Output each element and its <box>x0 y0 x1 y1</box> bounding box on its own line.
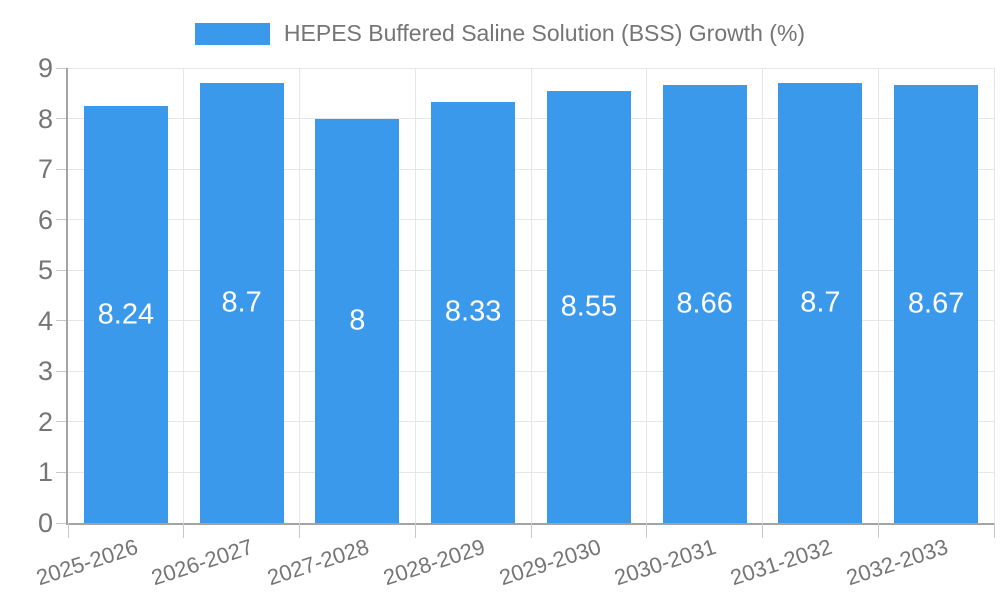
x-axis-label: 2028-2029 <box>380 534 488 591</box>
bar-2030-2031[interactable]: 8.66 <box>662 85 747 523</box>
y-axis-tick-label: 2 <box>37 406 53 437</box>
bar-2028-2029[interactable]: 8.33 <box>431 101 516 523</box>
x-gridline <box>183 68 185 523</box>
x-axis-tick <box>993 523 995 538</box>
bar-2029-2030[interactable]: 8.55 <box>546 90 631 523</box>
x-axis-label: 2031-2032 <box>727 534 836 591</box>
bar-2025-2026[interactable]: 8.24 <box>83 106 168 523</box>
x-axis-label: 2030-2031 <box>611 534 720 591</box>
y-axis-tick <box>56 118 66 120</box>
y-axis-line <box>66 68 68 523</box>
y-axis-tick <box>56 67 66 69</box>
bar-value-label: 8.24 <box>97 298 155 331</box>
y-axis-tick-label: 5 <box>37 255 53 286</box>
x-gridline <box>530 68 532 523</box>
bar-value-label: 8 <box>349 304 366 337</box>
plot-area: 8.24 8.7 8 8.33 8.55 8.66 8.7 8.67 <box>56 67 995 538</box>
legend-swatch <box>194 22 270 45</box>
y-axis-tick-label: 6 <box>37 204 53 235</box>
x-gridline <box>762 68 763 523</box>
y-axis-tick <box>56 320 66 322</box>
y-axis-tick <box>56 219 66 221</box>
y-axis-tick-label: 1 <box>37 457 53 488</box>
y-axis-tick-label: 9 <box>37 53 53 83</box>
x-gridline <box>993 68 995 523</box>
x-axis-tick <box>183 523 185 538</box>
x-gridline <box>414 68 416 523</box>
y-axis-tick-label: 0 <box>37 508 53 538</box>
bar-2031-2032[interactable]: 8.7 <box>778 83 863 523</box>
x-axis-tick <box>530 523 532 538</box>
x-axis-tick <box>646 523 648 538</box>
x-axis-label: 2025-2026 <box>32 534 141 591</box>
y-axis-tick-label: 3 <box>37 356 53 387</box>
bar-2027-2028[interactable]: 8 <box>315 118 400 523</box>
x-gridline <box>299 68 300 523</box>
legend-label: HEPES Buffered Saline Solution (BSS) Gro… <box>283 20 806 46</box>
x-axis-tick <box>67 523 69 538</box>
y-axis-tick <box>56 471 66 473</box>
bar-value-label: 8.55 <box>560 290 618 323</box>
x-axis-tick <box>414 523 416 538</box>
y-axis-tick <box>56 522 66 524</box>
x-gridline <box>646 68 648 523</box>
x-gridline <box>877 68 879 523</box>
y-axis-tick-label: 4 <box>37 305 53 336</box>
bar-value-label: 8.7 <box>221 286 262 319</box>
x-axis-tick <box>877 523 879 538</box>
x-axis-tick <box>299 523 300 538</box>
bar-value-label: 8.7 <box>800 286 841 319</box>
x-axis-label: 2032-2033 <box>843 534 951 591</box>
bar-value-label: 8.66 <box>676 287 733 320</box>
y-axis-tick-label: 7 <box>37 154 53 185</box>
bar-2026-2027[interactable]: 8.7 <box>199 83 284 523</box>
x-axis-label: 2029-2030 <box>495 534 604 591</box>
x-axis-line <box>66 523 994 525</box>
y-axis-tick <box>56 370 66 372</box>
y-axis-tick <box>56 269 66 271</box>
bar-value-label: 8.33 <box>444 295 502 328</box>
x-axis-label: 2026-2027 <box>148 534 257 591</box>
y-axis-tick-label: 8 <box>37 103 53 134</box>
legend[interactable]: HEPES Buffered Saline Solution (BSS) Gro… <box>0 20 1000 47</box>
bar-2032-2033[interactable]: 8.67 <box>894 84 979 523</box>
bar-value-label: 8.67 <box>907 287 965 320</box>
y-axis-tick <box>56 421 66 423</box>
x-axis-label: 2027-2028 <box>264 534 373 591</box>
x-axis-tick <box>762 523 763 538</box>
y-axis-tick <box>56 168 66 170</box>
